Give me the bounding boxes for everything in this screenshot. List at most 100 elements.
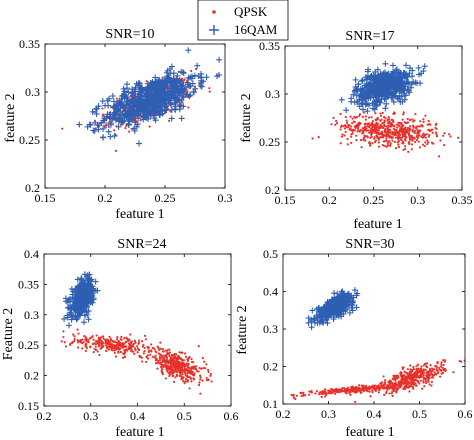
- data-point: [406, 386, 409, 389]
- data-point: [205, 376, 208, 380]
- data-point: [115, 338, 119, 341]
- data-point: [198, 83, 205, 90]
- data-point: [399, 374, 403, 377]
- data-point: [387, 124, 390, 127]
- data-point: [431, 131, 434, 134]
- data-point: [377, 99, 384, 106]
- data-point: [174, 361, 177, 365]
- data-point: [426, 379, 430, 382]
- data-point: [94, 345, 97, 348]
- data-point: [206, 368, 210, 372]
- y-tick-label: 0.25: [259, 135, 280, 149]
- data-point: [344, 124, 347, 127]
- data-point: [330, 296, 337, 303]
- data-point: [191, 72, 198, 79]
- data-point: [426, 142, 429, 146]
- data-point: [384, 383, 387, 386]
- x-ticks: 0.15 0.2 0.25 0.3 0.35: [275, 46, 473, 207]
- data-point: [435, 368, 438, 371]
- data-point: [358, 121, 361, 124]
- data-point: [404, 139, 407, 142]
- x-tick-label: 0.3: [83, 409, 98, 423]
- data-point: [345, 121, 349, 124]
- data-point: [178, 351, 181, 354]
- data-point: [85, 316, 92, 323]
- data-point: [189, 376, 192, 380]
- data-point: [172, 103, 179, 110]
- points-snr30: [290, 287, 465, 404]
- data-point: [339, 142, 342, 145]
- data-point: [391, 130, 394, 134]
- data-point: [178, 366, 181, 369]
- data-point: [124, 127, 127, 130]
- y-ticks: 0.10.20.30.40.5: [263, 247, 465, 411]
- data-point: [60, 340, 63, 343]
- data-point: [119, 350, 122, 354]
- data-point: [81, 294, 88, 301]
- data-point: [180, 358, 184, 361]
- data-point: [413, 140, 417, 143]
- data-point: [111, 339, 114, 342]
- data-point: [149, 353, 152, 356]
- data-point: [299, 391, 302, 394]
- data-point: [402, 92, 409, 99]
- data-point: [402, 113, 405, 116]
- data-point: [325, 306, 332, 313]
- data-point: [85, 293, 92, 300]
- data-point: [132, 342, 135, 346]
- data-point: [389, 383, 392, 386]
- data-point: [401, 132, 404, 135]
- data-point: [155, 100, 162, 107]
- data-point: [401, 142, 404, 145]
- data-point: [370, 133, 373, 136]
- data-point: [80, 319, 87, 326]
- data-point: [350, 125, 353, 128]
- data-point: [76, 121, 83, 128]
- data-point: [182, 79, 186, 82]
- data-point: [414, 112, 417, 116]
- data-point: [378, 136, 382, 139]
- data-point: [121, 356, 125, 359]
- data-point: [174, 376, 177, 379]
- data-point: [199, 376, 202, 379]
- data-point: [330, 314, 337, 321]
- data-point: [178, 89, 185, 96]
- data-point: [145, 116, 152, 123]
- data-point: [419, 120, 422, 123]
- data-point: [146, 90, 153, 97]
- series-qpsk: [311, 109, 460, 158]
- data-point: [128, 339, 131, 342]
- data-point: [153, 348, 156, 351]
- data-point: [188, 355, 191, 359]
- data-point: [124, 345, 127, 348]
- data-point: [370, 121, 373, 125]
- data-point: [351, 117, 354, 120]
- data-point: [368, 142, 372, 145]
- data-point: [76, 311, 83, 318]
- data-point: [98, 353, 101, 357]
- data-point: [309, 307, 316, 314]
- data-point: [381, 111, 384, 115]
- data-point: [108, 343, 111, 346]
- data-point: [114, 149, 118, 152]
- data-point: [378, 71, 385, 78]
- data-point: [371, 130, 374, 133]
- data-point: [167, 361, 170, 364]
- data-point: [415, 365, 418, 368]
- data-point: [123, 114, 130, 121]
- data-point: [412, 120, 415, 123]
- data-point: [142, 352, 145, 355]
- data-point: [93, 110, 100, 117]
- data-point: [398, 385, 401, 389]
- data-point: [311, 137, 314, 140]
- data-point: [88, 337, 92, 340]
- data-point: [364, 108, 371, 115]
- data-point: [356, 123, 359, 126]
- data-point: [334, 290, 341, 297]
- data-point: [376, 124, 379, 127]
- data-point: [374, 389, 378, 393]
- data-point: [115, 341, 118, 344]
- data-point: [323, 392, 326, 395]
- data-point: [401, 80, 408, 87]
- data-point: [134, 349, 137, 352]
